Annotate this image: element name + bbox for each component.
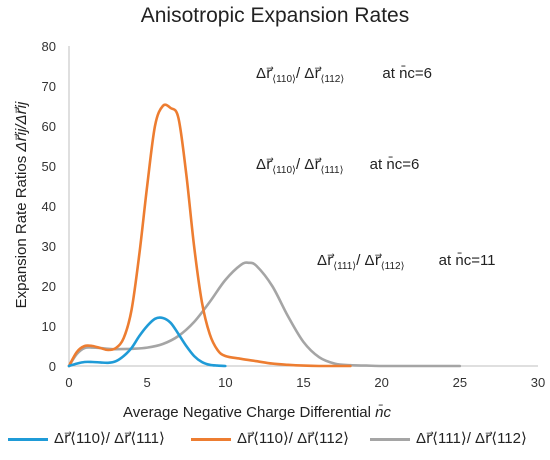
annotation-110-112: Δr⃗⟨110⟩/ Δr⃗⟨112⟩ at n̄c=6	[256, 65, 433, 85]
legend-item-111-112: Δr⃗⟨111⟩/ Δr⃗⟨112⟩	[370, 429, 527, 447]
axes	[68, 46, 538, 367]
y-tick-label: 30	[42, 239, 56, 254]
x-tick-label: 30	[531, 375, 545, 390]
x-tick-label: 0	[65, 375, 72, 390]
y-tick-label: 0	[49, 359, 56, 374]
series-110-111-line	[67, 316, 227, 368]
series-layer	[67, 103, 462, 368]
y-tick-label: 10	[42, 319, 56, 334]
legend-label: Δr⃗⟨111⟩/ Δr⃗⟨112⟩	[416, 430, 527, 447]
legend-swatch	[191, 437, 231, 441]
y-tick-label: 80	[42, 39, 56, 54]
x-axis-title: Average Negative Charge Differential n̄c	[123, 404, 391, 421]
legend-swatch	[8, 437, 48, 441]
y-tick-label: 40	[42, 199, 56, 214]
legend: Δr⃗⟨110⟩/ Δr⃗⟨111⟩ Δr⃗⟨110⟩/ Δr⃗⟨112⟩ Δr…	[8, 429, 548, 453]
y-tick-label: 60	[42, 119, 56, 134]
y-tick-label: 20	[42, 279, 56, 294]
tick-labels: 0 10 20 30 40 50 60 70 80 0 5 10 15 20 25 30	[42, 39, 546, 390]
annotation-110-111: Δr⃗⟨110⟩/ Δr⃗⟨111⟩ at n̄c=6	[256, 156, 420, 176]
legend-label: Δr⃗⟨110⟩/ Δr⃗⟨111⟩	[54, 430, 165, 447]
legend-swatch	[370, 437, 410, 441]
x-tick-label: 20	[374, 375, 388, 390]
x-tick-label: 5	[144, 375, 151, 390]
chart-title: Anisotropic Expansion Rates	[140, 4, 410, 27]
y-axis-title: Expansion Rate Ratios Δr⃗ij/Δr⃗ij	[13, 101, 30, 308]
x-tick-label: 25	[453, 375, 467, 390]
annotation-111-112: Δr⃗⟨111⟩/ Δr⃗⟨112⟩ at n̄c=11	[317, 252, 496, 272]
legend-item-110-111: Δr⃗⟨110⟩/ Δr⃗⟨111⟩	[8, 429, 165, 447]
y-tick-label: 50	[42, 159, 56, 174]
legend-item-110-112: Δr⃗⟨110⟩/ Δr⃗⟨112⟩	[191, 429, 349, 447]
legend-label: Δr⃗⟨110⟩/ Δr⃗⟨112⟩	[237, 430, 349, 447]
series-111-112-line	[67, 261, 462, 368]
y-tick-label: 70	[42, 79, 56, 94]
x-tick-label: 10	[218, 375, 232, 390]
x-tick-label: 15	[296, 375, 310, 390]
series-110-112-line	[67, 103, 352, 368]
